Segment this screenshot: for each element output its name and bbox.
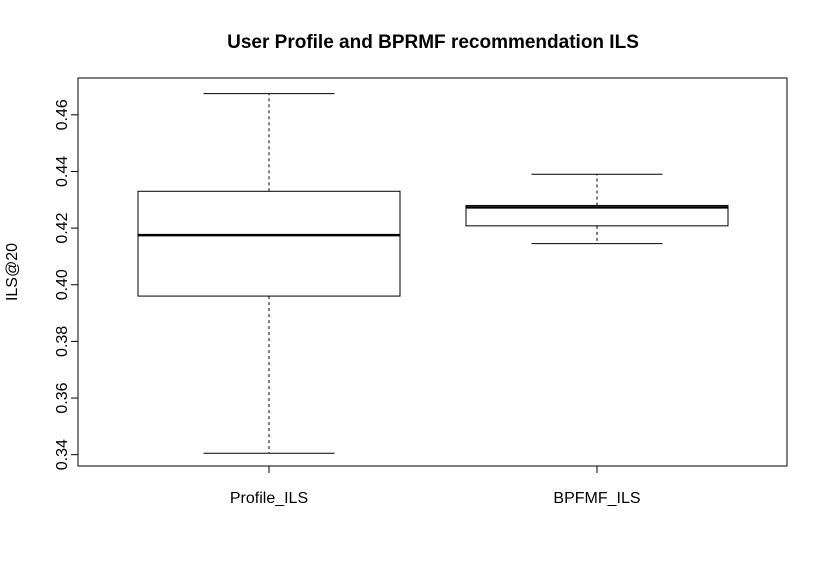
x-tick-label: BPFMF_ILS	[553, 490, 640, 507]
y-tick-label: 0.36	[54, 382, 71, 413]
y-tick-label: 0.46	[54, 99, 71, 130]
chart-marks: 0.34 0.36 0.38 0.40 0.42 0.44 0.46 Profile_ILS B…	[54, 93, 729, 507]
chart-title: User Profile and BPRMF recommendation IL…	[227, 32, 639, 53]
y-tick-label: 0.40	[54, 269, 71, 300]
y-tick-label: 0.38	[54, 326, 71, 357]
iqr-box	[465, 204, 729, 227]
y-axis-label: ILS@20	[4, 243, 21, 301]
x-tick-label: Profile_ILS	[230, 490, 308, 507]
y-tick-label: 0.42	[54, 212, 71, 243]
y-tick-label: 0.34	[54, 439, 71, 470]
iqr-box	[137, 190, 401, 297]
y-tick-label: 0.44	[54, 156, 71, 187]
